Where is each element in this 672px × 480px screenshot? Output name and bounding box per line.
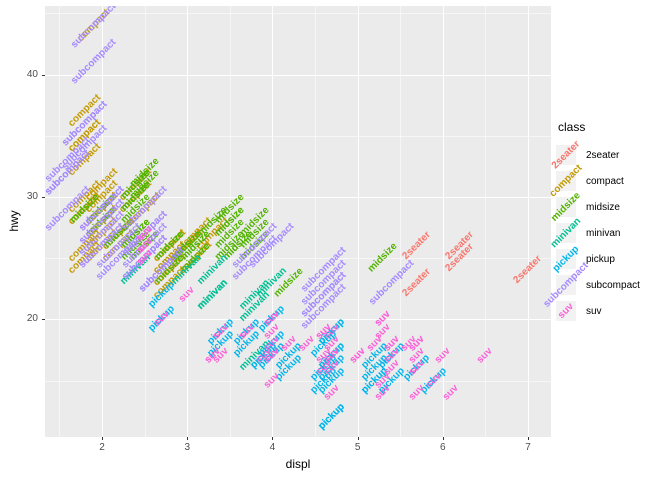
x-tick-label: 5 [354, 442, 361, 453]
x-tick-label: 6 [440, 442, 446, 453]
x-tick-label: 7 [525, 442, 531, 453]
gridline-x-major [102, 6, 104, 437]
legend-entry: suv suv [556, 298, 670, 324]
class-label: suv [176, 284, 197, 305]
y-tick-label: 30 [26, 191, 38, 202]
x-tick-label: 4 [269, 442, 276, 453]
plot-panel: compact compact compact compact compact compa… [45, 6, 551, 437]
gridline-x-major [357, 6, 359, 437]
legend-entry-label: minivan [586, 227, 621, 239]
x-tick-mark [442, 437, 444, 440]
gridline-x-minor [144, 6, 146, 437]
legend-entry: subcompact subcompact [541, 260, 670, 309]
legend-entry: compact compact [548, 163, 670, 200]
legend-title: class [558, 120, 586, 134]
legend-key: suv [556, 301, 576, 321]
legend-entry-label: subcompact [586, 279, 640, 291]
x-tick-mark [187, 437, 189, 440]
legend-entry: 2seater 2seater [550, 139, 670, 172]
x-tick-mark [102, 437, 104, 440]
x-tick-label: 3 [184, 442, 191, 453]
legend-key: compact [548, 163, 585, 200]
gridline-y-minor [45, 258, 551, 260]
y-tick-mark [42, 197, 45, 198]
legend-key: midsize [549, 190, 583, 224]
legend-entry: minivan minivan [549, 216, 670, 251]
x-tick-label: 2 [99, 442, 105, 453]
gridline-x-major [187, 6, 189, 437]
legend-entry-label: compact [586, 175, 624, 187]
legend-key: minivan [549, 216, 584, 251]
legend-entry: pickup pickup [551, 244, 670, 275]
gridline-x-major [272, 6, 274, 437]
legend-key: 2seater [550, 139, 583, 172]
legend-key: pickup [551, 244, 582, 275]
gridline-y-minor [45, 135, 551, 137]
y-tick-label: 40 [26, 68, 38, 80]
gridline-x-minor [400, 6, 402, 437]
y-tick-label: 20 [26, 313, 38, 325]
legend-entries: 2seater 2seater compact compact midsize midsi… [541, 139, 670, 324]
x-axis-title: displ [285, 457, 311, 471]
gridline-x-minor [485, 6, 487, 437]
y-axis-title: hwy [7, 210, 21, 232]
legend-entry: midsize midsize [549, 190, 670, 224]
gridline-x-minor [315, 6, 317, 437]
legend-key-text: suv [556, 301, 576, 321]
y-tick-mark [42, 319, 45, 321]
gridline-y-major [45, 319, 551, 321]
legend-entry-label: suv [586, 305, 602, 317]
x-tick-mark [528, 437, 529, 440]
class-label: suv [440, 382, 461, 403]
x-tick-mark [357, 437, 359, 440]
legend-key: subcompact [541, 260, 590, 309]
class-label: 2seater [400, 229, 434, 262]
gridline-y-minor [45, 13, 551, 15]
legend-entry-label: midsize [586, 201, 620, 213]
gridline-y-major [45, 74, 551, 76]
legend-entry-label: 2seater [586, 149, 620, 161]
class-label: suv [432, 345, 453, 366]
x-tick-mark [272, 437, 274, 440]
class-label: pickup [316, 401, 347, 433]
legend-entry-label: pickup [586, 253, 615, 265]
gridline-x-major [528, 6, 529, 437]
y-tick-mark [42, 74, 45, 76]
gridline-x-minor [59, 6, 61, 437]
gridline-x-minor [229, 6, 231, 437]
legend: class 2seater 2seater compact compact midsiz… [541, 120, 670, 324]
gridline-x-major [442, 6, 444, 437]
gridline-y-major [45, 197, 551, 198]
gridline-y-minor [45, 380, 551, 382]
